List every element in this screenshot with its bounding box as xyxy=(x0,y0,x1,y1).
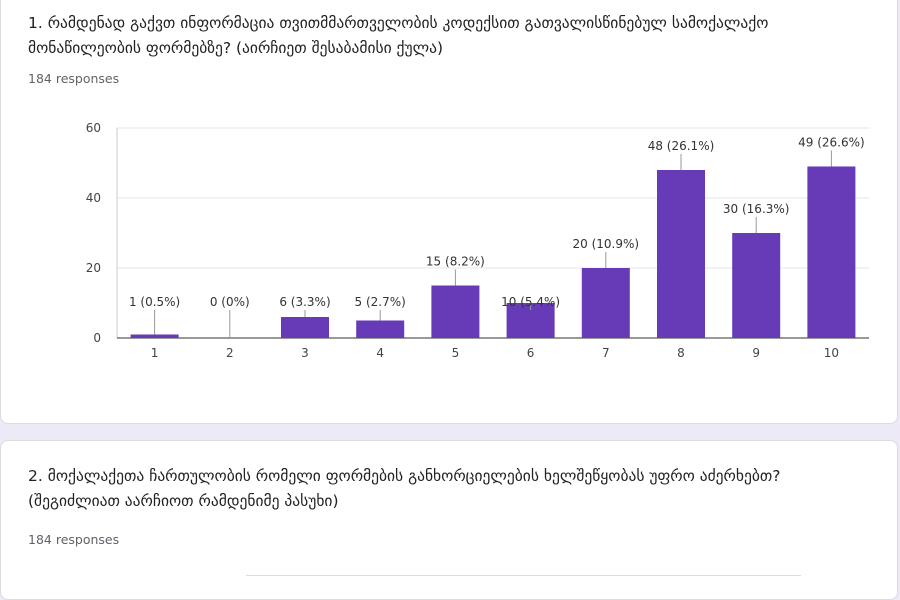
data-label: 15 (8.2%) xyxy=(426,255,485,269)
bar xyxy=(281,317,329,338)
x-tick-label: 6 xyxy=(527,346,535,360)
bar xyxy=(657,170,705,338)
data-label: 10 (5.4%) xyxy=(501,295,560,309)
data-label: 30 (16.3%) xyxy=(723,202,790,216)
y-tick-label: 60 xyxy=(86,121,101,135)
x-tick-label: 3 xyxy=(301,346,309,360)
data-label: 5 (2.7%) xyxy=(355,295,406,309)
bar xyxy=(732,233,781,338)
x-tick-label: 5 xyxy=(452,346,460,360)
y-tick-label: 20 xyxy=(86,261,101,275)
y-tick-label: 0 xyxy=(93,331,101,345)
data-label: 6 (3.3%) xyxy=(279,295,330,309)
next-chart-gridline xyxy=(246,575,801,576)
data-label: 1 (0.5%) xyxy=(129,295,180,309)
response-count: 184 responses xyxy=(28,532,120,547)
bar xyxy=(130,334,179,338)
bar xyxy=(356,320,405,338)
response-count: 184 responses xyxy=(28,71,120,86)
y-tick-label: 40 xyxy=(86,191,101,205)
x-tick-label: 2 xyxy=(226,346,234,360)
data-label: 49 (26.6%) xyxy=(798,136,865,150)
x-tick-label: 9 xyxy=(752,346,760,360)
bar xyxy=(581,268,630,338)
x-tick-label: 1 xyxy=(151,346,159,360)
bar xyxy=(431,285,480,338)
bar xyxy=(807,166,856,338)
x-tick-label: 7 xyxy=(602,346,610,360)
bar-chart: 0 20 40 60 1 1 (0.5%) 2 0 (0%) 3 6 (3.3%) 4 5 (2.7%… xyxy=(86,121,869,360)
x-tick-label: 8 xyxy=(677,346,685,360)
question-title: 2. მოქალაქეთა ჩართულობის რომელი ფორმების… xyxy=(28,467,781,510)
data-label: 20 (10.9%) xyxy=(573,237,640,251)
question-card-1: 1. რამდენად გაქვთ ინფორმაცია თვითმმართვე… xyxy=(0,0,898,424)
x-tick-label: 4 xyxy=(376,346,384,360)
question-card-2: 2. მოქალაქეთა ჩართულობის რომელი ფორმების… xyxy=(0,440,898,600)
data-label: 48 (26.1%) xyxy=(648,139,715,153)
x-tick-label: 10 xyxy=(824,346,839,360)
question-title: 1. რამდენად გაქვთ ინფორმაცია თვითმმართვე… xyxy=(28,14,769,57)
data-label: 0 (0%) xyxy=(210,295,250,309)
